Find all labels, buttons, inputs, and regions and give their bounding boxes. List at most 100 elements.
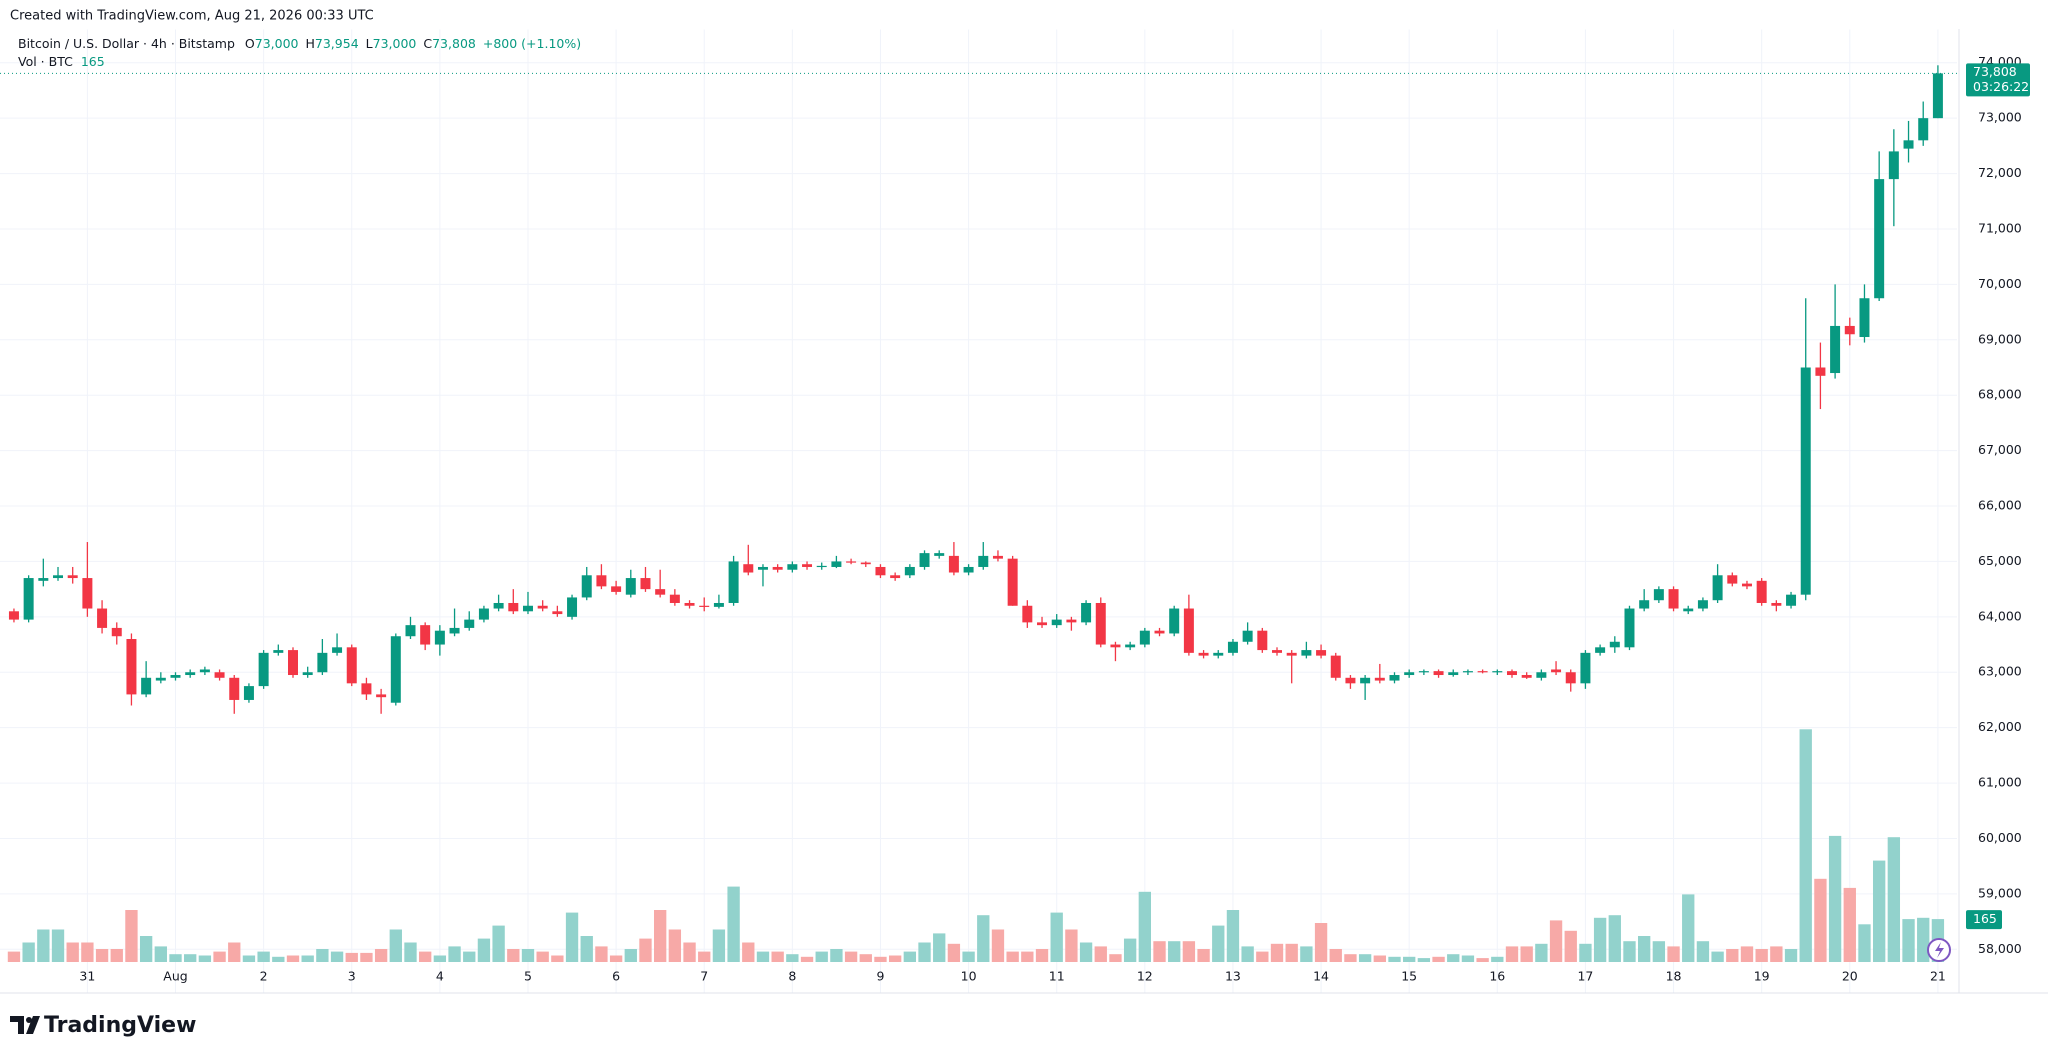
volume-pane — [7, 729, 1945, 962]
volume-bar — [228, 942, 241, 962]
volume-bar — [1432, 956, 1445, 962]
volume-bar — [51, 929, 65, 962]
candle-body — [1565, 672, 1576, 684]
volume-bar — [874, 956, 887, 962]
candle-body — [934, 553, 945, 556]
candle-body — [875, 566, 886, 576]
candle-body — [97, 608, 108, 628]
volume-bar — [742, 942, 755, 962]
volume-bar — [1241, 946, 1254, 962]
volume-bar — [1505, 946, 1519, 962]
volume-bar — [1476, 958, 1489, 962]
y-tick-label: 67,000 — [1978, 442, 2022, 457]
ohlc-key: O — [245, 36, 255, 51]
x-tick-label: 5 — [524, 969, 532, 984]
candle-body — [919, 553, 930, 567]
candle-body — [1007, 558, 1018, 606]
y-tick-label: 61,000 — [1978, 775, 2022, 790]
candle-body — [1066, 619, 1077, 623]
candle-body — [1595, 647, 1606, 653]
symbol-title: Bitcoin / U.S. Dollar · 4h · Bitstamp — [18, 36, 235, 51]
volume-bar — [1256, 951, 1269, 962]
volume-bar — [242, 955, 256, 962]
volume-bar — [1168, 941, 1181, 962]
volume-bar — [1872, 860, 1886, 962]
volume-bar — [1814, 878, 1827, 962]
candle-body — [1874, 179, 1885, 299]
candle-body — [1257, 630, 1268, 651]
volume-legend: Vol · BTC 165 — [18, 54, 105, 69]
volume-bar — [1564, 930, 1577, 962]
volume-bar — [66, 942, 79, 962]
logo-mark — [10, 1016, 40, 1034]
candle-body — [1022, 605, 1033, 623]
volume-bar — [1608, 915, 1621, 962]
candle-body — [1477, 671, 1488, 673]
icon-bolt[interactable] — [1935, 942, 1944, 958]
volume-bar — [1123, 938, 1137, 962]
volume-bar — [1579, 943, 1592, 962]
countdown-label: 03:26:22 — [1973, 79, 2029, 94]
candle-body — [948, 555, 959, 573]
volume-bar — [1138, 891, 1151, 962]
candle-body — [8, 611, 19, 620]
volume-bar — [1828, 835, 1842, 962]
volume-bar — [947, 943, 961, 962]
candle-body — [1183, 608, 1194, 653]
volume-bar — [1417, 958, 1431, 962]
candle-body — [890, 575, 901, 579]
x-tick-label: 9 — [876, 969, 884, 984]
last-price-label: 73,808 — [1973, 64, 2017, 79]
ohlc-key: L — [366, 36, 373, 51]
alert-icon[interactable] — [1927, 938, 1951, 962]
candle-body — [185, 672, 196, 676]
candle-body — [1316, 650, 1327, 656]
volume-bar — [771, 951, 784, 962]
volume-bar — [1285, 943, 1298, 962]
candle-body — [332, 647, 343, 653]
candle-body — [1051, 619, 1062, 626]
candle-body — [581, 575, 592, 598]
volume-bar — [1358, 954, 1372, 962]
volume-bar — [95, 949, 109, 962]
candle-body — [728, 561, 739, 603]
candle-body — [743, 564, 754, 573]
volume-bar — [712, 929, 726, 962]
candle-body — [1330, 655, 1341, 678]
candle-body — [434, 630, 445, 645]
candle-body — [1227, 641, 1238, 653]
candle-body — [141, 677, 152, 695]
candle-body — [1169, 608, 1180, 634]
volume-bar — [1447, 954, 1460, 962]
volume-bar — [1270, 943, 1284, 962]
volume-bar — [316, 949, 329, 962]
volume-bar — [624, 949, 637, 962]
volume-bar — [184, 954, 197, 962]
volume-bar — [1520, 946, 1533, 962]
volume-bar — [1535, 943, 1548, 962]
volume-bar — [81, 942, 94, 962]
volume-bar — [521, 949, 535, 962]
candle-body — [904, 566, 915, 576]
volume-bar — [507, 949, 520, 962]
watermark: Created with TradingView.com, Aug 21, 20… — [10, 9, 374, 24]
candle-body — [1448, 672, 1459, 676]
y-tick-label: 65,000 — [1978, 553, 2022, 568]
candle-body — [522, 605, 533, 612]
candle-body — [126, 639, 137, 695]
x-tick-label: 8 — [788, 969, 796, 984]
x-tick-label: Aug — [163, 969, 187, 984]
ohlc-value: 73,000 — [255, 36, 299, 51]
candle-body — [567, 597, 578, 617]
candle-body — [1301, 650, 1312, 656]
candle-body — [831, 561, 842, 567]
volume-bar — [1726, 949, 1739, 962]
volume-bar — [463, 951, 476, 962]
volume-bar — [125, 910, 138, 962]
volume-bar — [1050, 912, 1063, 962]
candle-body — [992, 555, 1003, 559]
volume-bar — [859, 954, 872, 962]
candle-body — [1095, 602, 1106, 645]
candle-body — [860, 562, 871, 565]
volume-bar — [198, 955, 212, 962]
